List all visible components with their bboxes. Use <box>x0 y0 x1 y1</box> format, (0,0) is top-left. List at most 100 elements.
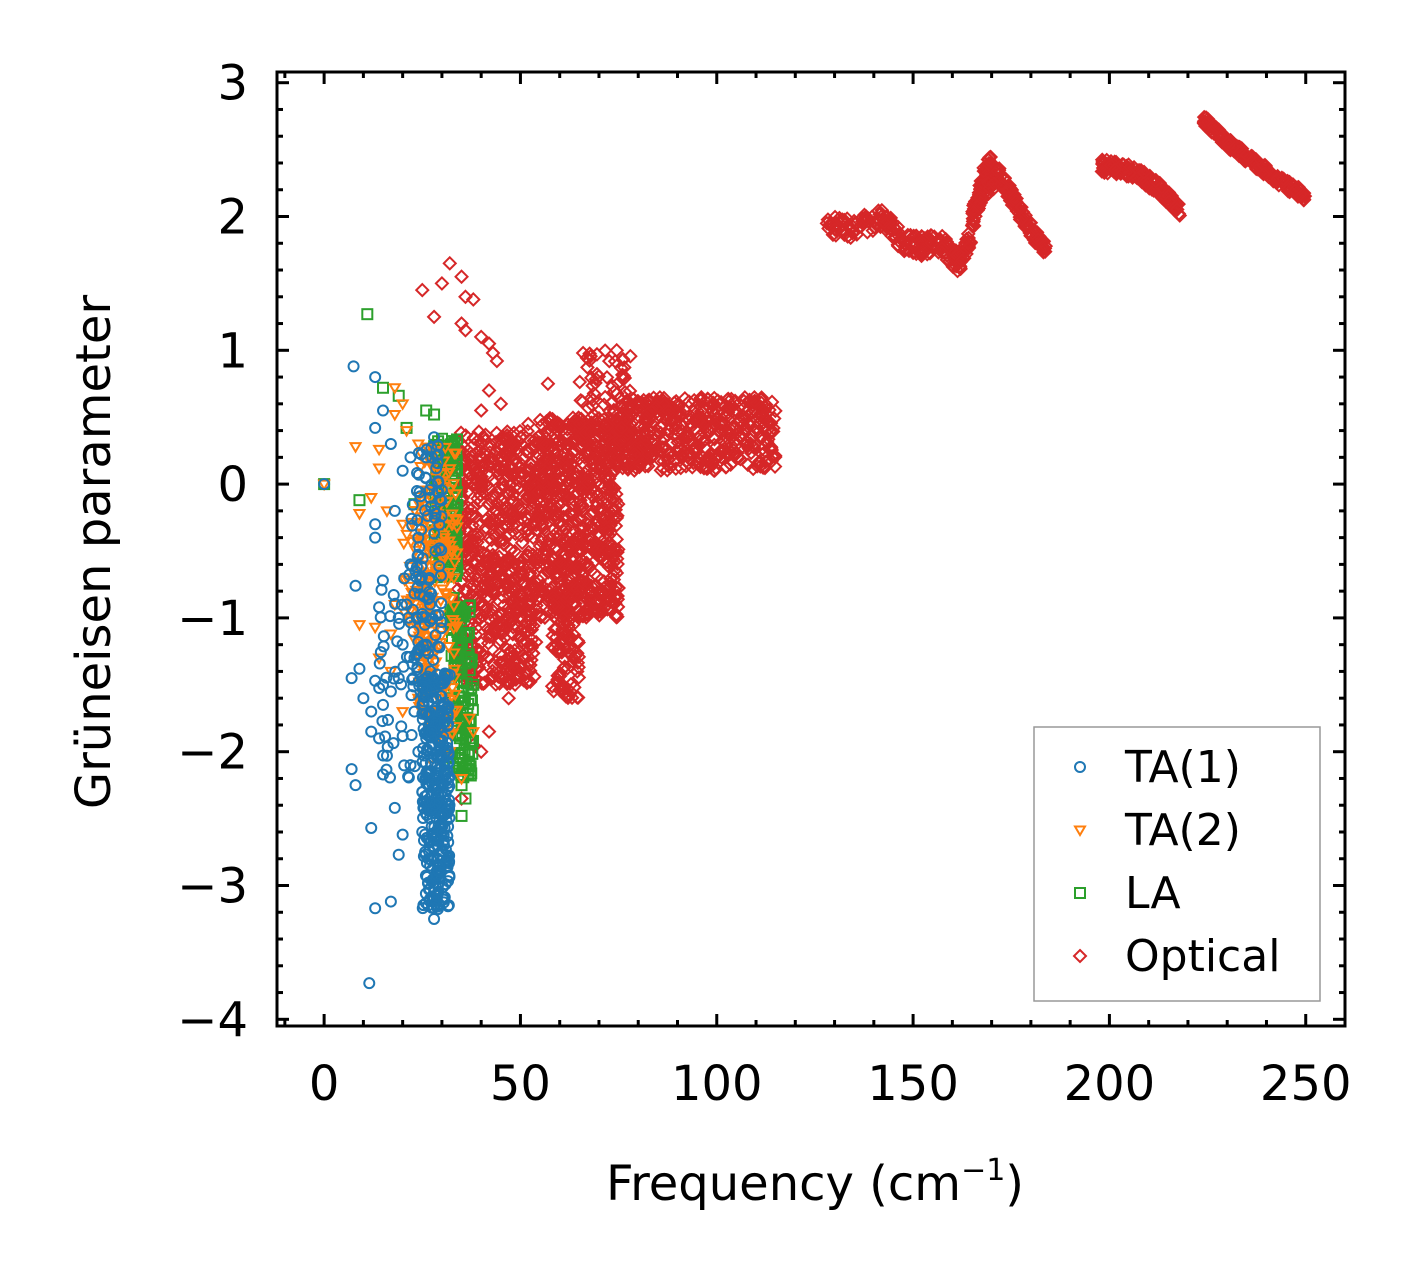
data-point-ta-1 <box>411 466 424 479</box>
series-optical <box>414 109 1313 806</box>
data-point-optical <box>522 472 538 488</box>
data-point-optical <box>558 689 574 704</box>
data-point-ta-2 <box>446 479 461 491</box>
data-point-optical <box>572 559 588 575</box>
data-point-optical <box>562 631 578 646</box>
data-point-ta-1 <box>438 716 451 729</box>
data-point-la <box>377 381 390 394</box>
data-point-optical <box>678 458 694 474</box>
data-point-optical <box>945 250 961 266</box>
data-point-ta-1 <box>436 752 449 765</box>
data-point-optical <box>627 446 643 462</box>
data-point-ta-1 <box>373 732 386 745</box>
data-point-la <box>461 641 474 654</box>
data-point-ta-1 <box>416 552 429 565</box>
data-point-optical <box>465 554 480 570</box>
data-point-optical <box>509 519 525 535</box>
data-point-ta-1 <box>433 542 446 555</box>
data-point-optical <box>572 374 588 390</box>
data-point-optical <box>659 462 675 478</box>
data-point-optical <box>608 502 624 518</box>
data-point-ta-1 <box>420 443 433 456</box>
data-point-ta-1 <box>423 585 436 598</box>
data-point-optical <box>1014 199 1029 215</box>
data-point-ta-1 <box>405 729 418 742</box>
data-point-optical <box>490 463 505 479</box>
data-point-optical <box>954 253 970 268</box>
y-tick-label: 2 <box>217 190 248 246</box>
data-point-ta-2 <box>352 620 367 632</box>
y-tick-label: −2 <box>177 725 248 781</box>
data-point-optical <box>551 599 567 615</box>
data-point-ta-1 <box>382 713 395 726</box>
data-point-la <box>460 759 473 772</box>
data-point-optical <box>833 212 849 228</box>
data-point-optical <box>530 555 546 571</box>
data-point-optical <box>673 404 688 420</box>
data-point-ta-1 <box>426 612 439 625</box>
data-point-optical <box>1204 124 1219 140</box>
data-point-optical <box>827 221 843 237</box>
data-point-optical <box>538 437 554 453</box>
data-point-optical <box>577 421 593 437</box>
data-point-optical <box>556 533 572 549</box>
data-point-ta-1 <box>421 743 434 756</box>
data-point-ta-1 <box>365 725 378 738</box>
x-tick-label: 0 <box>309 1056 340 1112</box>
data-point-ta-1 <box>422 899 435 912</box>
data-point-optical <box>531 459 547 475</box>
data-point-optical <box>502 649 518 665</box>
data-point-optical <box>473 329 489 345</box>
data-point-optical <box>481 530 497 546</box>
data-point-optical <box>961 235 977 251</box>
data-point-optical <box>530 484 546 500</box>
data-point-ta-2 <box>421 534 435 547</box>
data-point-optical <box>482 605 498 621</box>
data-point-optical <box>966 204 982 220</box>
data-point-optical <box>473 493 489 509</box>
data-point-ta-1 <box>442 772 455 785</box>
data-point-ta-2 <box>397 538 411 551</box>
data-point-optical <box>711 416 727 432</box>
data-point-optical <box>607 562 623 578</box>
data-point-ta-1 <box>373 657 386 670</box>
data-point-optical <box>608 579 624 595</box>
data-point-optical <box>525 618 541 634</box>
data-point-ta-2 <box>437 530 451 542</box>
data-point-ta-1 <box>423 483 436 496</box>
data-point-optical <box>597 343 613 359</box>
data-point-optical <box>740 434 755 450</box>
data-point-optical <box>544 495 559 510</box>
data-point-ta-1 <box>409 564 422 577</box>
points-layer <box>317 109 1313 990</box>
data-point-optical <box>758 444 773 459</box>
data-point-ta-1 <box>421 870 434 883</box>
data-point-ta-2 <box>364 492 378 505</box>
data-point-ta-1 <box>374 611 387 624</box>
data-point-optical <box>767 403 783 419</box>
data-point-optical <box>635 395 651 411</box>
data-point-optical <box>598 482 614 498</box>
data-point-optical <box>976 163 992 179</box>
data-point-optical <box>914 246 930 262</box>
data-point-la <box>465 736 478 749</box>
data-point-optical <box>600 555 616 571</box>
data-point-optical <box>489 560 505 576</box>
data-point-optical <box>685 455 701 471</box>
data-point-optical <box>578 434 593 450</box>
data-point-optical <box>714 423 730 439</box>
data-point-optical <box>545 483 561 499</box>
data-point-ta-1 <box>443 871 456 884</box>
data-point-optical <box>597 555 613 571</box>
data-point-ta-2 <box>421 485 436 497</box>
data-point-ta-2 <box>438 521 453 533</box>
data-point-optical <box>857 207 872 223</box>
x-tick-label: 50 <box>490 1056 551 1112</box>
data-point-ta-1 <box>441 764 454 777</box>
data-point-optical <box>549 570 565 586</box>
data-point-ta-2 <box>448 489 463 501</box>
data-point-ta-1 <box>363 977 376 990</box>
data-point-optical <box>481 724 497 740</box>
data-point-ta-1 <box>384 437 397 450</box>
data-point-optical <box>547 478 563 494</box>
